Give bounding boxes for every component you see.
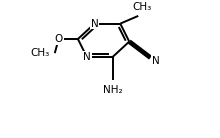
Text: NH₂: NH₂	[103, 85, 122, 95]
Text: O: O	[55, 34, 63, 44]
Text: N: N	[83, 52, 91, 62]
Text: N: N	[152, 56, 160, 66]
Text: CH₃: CH₃	[132, 2, 152, 12]
Text: N: N	[91, 19, 99, 29]
Text: CH₃: CH₃	[30, 48, 50, 58]
